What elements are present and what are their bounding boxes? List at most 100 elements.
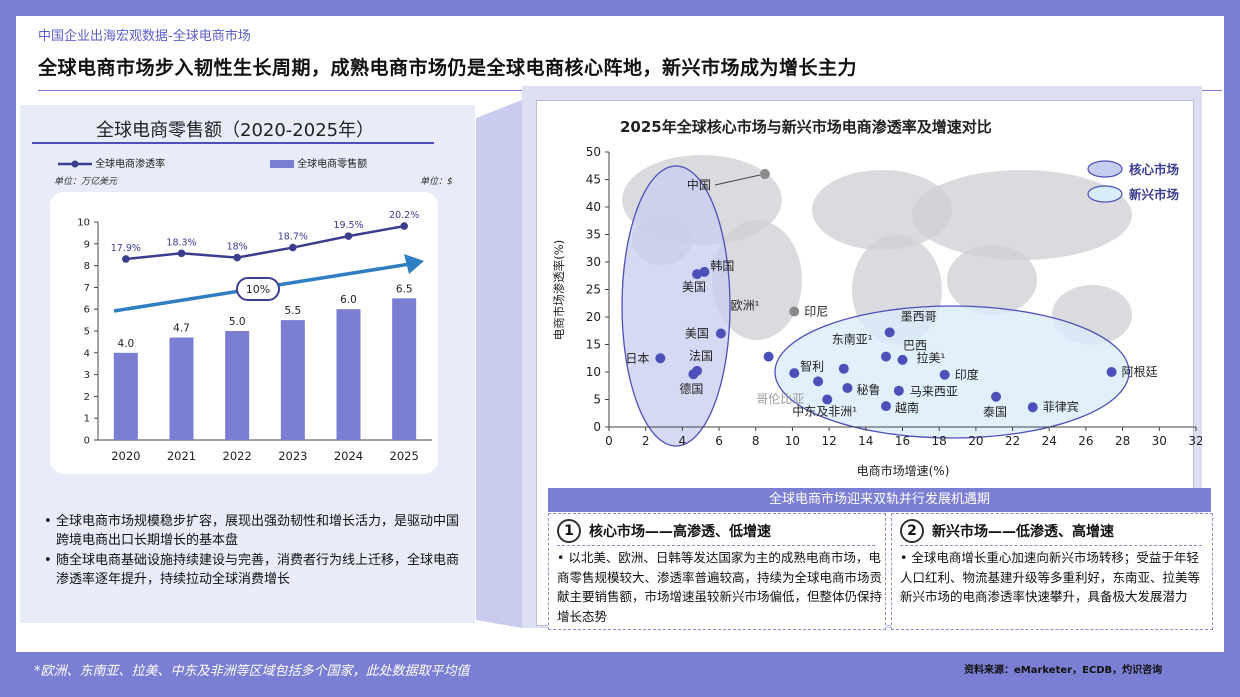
legend-ellipse	[1087, 160, 1123, 178]
unit-left: 单位：万亿美元	[54, 177, 118, 187]
world-map-shape	[812, 170, 952, 250]
core-market-head: 1 核心市场——高渗透、低增速	[557, 519, 771, 543]
line-point	[122, 255, 130, 263]
legend-line-label: 全球电商渗透率	[95, 159, 166, 170]
line-point	[233, 253, 241, 262]
y-axis-label: 电商市场渗透率(%)	[552, 240, 566, 340]
scatter-point	[688, 369, 699, 380]
x-tick-label: 12	[821, 434, 836, 448]
x-tick-label: 22	[1005, 434, 1020, 448]
line-point	[289, 243, 297, 252]
emerging-market-text: • 全球电商增长重心加速向新兴市场转移；受益于年轻人口红利、物流基建升级等多重利…	[900, 550, 1201, 604]
scatter-point	[1027, 402, 1038, 413]
line-value-label: 19.5%	[333, 220, 363, 231]
point-label: 德国	[679, 381, 703, 396]
y-tick-label: 4	[84, 348, 90, 359]
legend-ellipse	[1087, 185, 1123, 203]
y-tick-label: 6	[84, 305, 90, 316]
point-label: 美国	[685, 327, 709, 341]
legend-bar: 全球电商零售额	[270, 155, 367, 170]
number-badge: 2	[900, 519, 924, 543]
bar	[336, 309, 361, 440]
emerging-market-title: 新兴市场——低渗透、高增速	[932, 524, 1114, 540]
y-tick-label: 1	[84, 414, 90, 425]
y-tick-label: 15	[586, 338, 601, 352]
point-label: 秘鲁	[856, 383, 880, 397]
legend-line: 全球电商渗透率	[58, 155, 165, 170]
y-tick-label: 5	[593, 393, 601, 407]
growth-rate-label: 10%	[246, 283, 270, 296]
bar-value-label: 5.5	[284, 305, 301, 317]
legend-line-icon	[58, 160, 92, 168]
point-label: 印尼	[804, 305, 828, 319]
y-tick-label: 40	[586, 200, 601, 214]
scatter-point	[880, 401, 891, 412]
legend-bar-label: 全球电商零售额	[297, 159, 368, 170]
y-tick-label: 8	[84, 261, 90, 272]
x-tick-label: 6	[715, 434, 723, 448]
line-value-label: 18.3%	[166, 237, 196, 248]
y-tick-label: 9	[84, 239, 90, 250]
bar	[113, 352, 138, 440]
core-market-ellipse	[621, 165, 731, 447]
footnote: *欧洲、东南亚、拉美、中东及非洲等区域包括多个国家，此处数据取平均值	[34, 664, 470, 679]
point-label: 拉美¹	[917, 350, 946, 365]
core-market-title: 核心市场——高渗透、低增速	[589, 524, 771, 540]
legend-bar-swatch	[270, 160, 294, 168]
x-tick-label: 24	[1042, 434, 1057, 448]
x-tick-label: 20	[968, 434, 983, 448]
x-tick-label: 2021	[167, 449, 196, 463]
x-tick-label: 30	[1152, 434, 1167, 448]
y-tick-label: 10	[77, 218, 90, 229]
left-title-divider	[32, 142, 434, 144]
point-label: 韩国	[710, 258, 734, 273]
scatter-point	[1106, 367, 1117, 377]
y-tick-label: 0	[84, 436, 90, 447]
scatter-point	[655, 353, 666, 364]
point-label: 中东及非洲¹	[792, 404, 857, 419]
scatter-point	[789, 306, 800, 317]
y-tick-label: 35	[586, 228, 601, 242]
scatter-point	[692, 269, 703, 280]
penetration-line	[125, 224, 405, 261]
growth-rate-pill	[236, 277, 280, 301]
scatter-point	[842, 382, 853, 393]
point-label: 美国	[682, 280, 706, 294]
bar	[392, 298, 417, 440]
bar-value-label: 6.5	[396, 283, 413, 295]
scatter-point	[880, 351, 891, 362]
y-tick-label: 30	[586, 255, 601, 269]
y-tick-label: 45	[586, 173, 601, 187]
line-value-label: 17.9%	[111, 243, 141, 254]
x-tick-label: 4	[679, 434, 687, 448]
point-label: 中国	[687, 177, 711, 192]
point-label: 马来西亚	[910, 385, 958, 399]
x-tick-label: 26	[1078, 434, 1093, 448]
legend-label: 新兴市场	[1129, 187, 1179, 202]
point-label: 菲律宾	[1043, 399, 1079, 414]
line-value-label: 18%	[227, 242, 248, 253]
left-bullets: 全球电商市场规模稳步扩容，展现出强劲韧性和增长活力，是驱动中国跨境电商出口长期增…	[44, 512, 469, 590]
y-tick-label: 0	[593, 420, 601, 434]
world-map-shape	[947, 245, 1037, 315]
point-label: 欧洲¹	[731, 299, 760, 313]
emerging-market-ellipse	[774, 305, 1130, 439]
point-label: 阿根廷	[1122, 365, 1158, 379]
box-divider	[900, 545, 1202, 547]
number-badge: 1	[557, 519, 581, 543]
world-map-shape	[912, 170, 1132, 260]
x-tick-label: 2022	[223, 449, 252, 463]
x-tick-label: 8	[752, 434, 760, 448]
bullet-item: 随全球电商基础设施持续建设与完善，消费者行为线上迁移，全球电商渗透率逐年提升，持…	[44, 551, 469, 589]
point-label: 越南	[895, 400, 919, 415]
bullet-item: 全球电商市场规模稳步扩容，展现出强劲韧性和增长活力，是驱动中国跨境电商出口长期增…	[44, 512, 469, 550]
x-tick-label: 2023	[278, 449, 307, 463]
x-tick-label: 16	[895, 434, 910, 448]
left-chart-title: 全球电商零售额（2020-2025年）	[96, 120, 375, 141]
x-tick-label: 28	[1115, 434, 1130, 448]
point-label: 日本	[625, 351, 649, 365]
bar	[280, 320, 305, 440]
unit-right: 单位：$	[420, 177, 453, 187]
bar	[225, 331, 250, 440]
